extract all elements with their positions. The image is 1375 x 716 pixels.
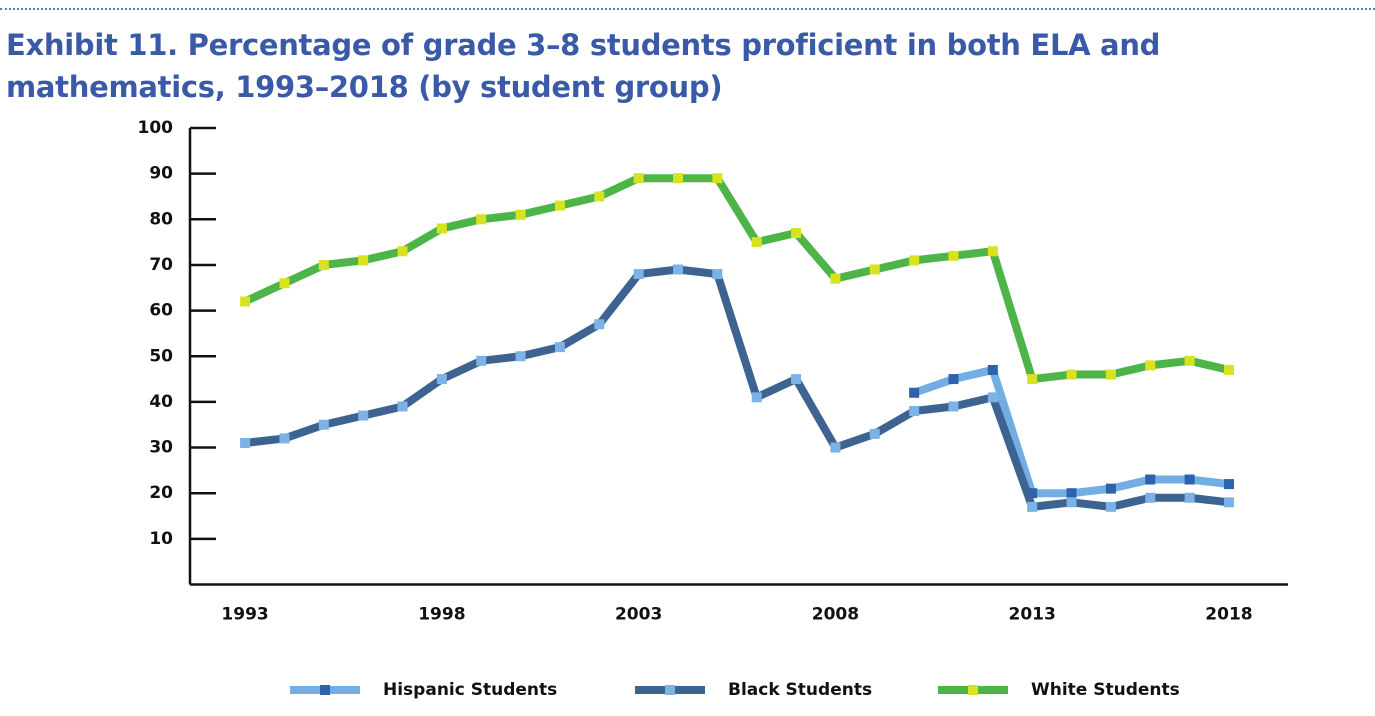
- point-marker: [476, 355, 487, 366]
- y-tick-label: 70: [149, 255, 173, 275]
- point-marker: [869, 428, 880, 439]
- series-line: [912, 365, 1230, 498]
- legend-label: White Students: [1031, 680, 1180, 700]
- point-marker: [279, 433, 290, 444]
- point-marker: [1105, 483, 1116, 494]
- x-tick-label: 1993: [221, 605, 268, 625]
- point-marker: [436, 374, 447, 385]
- y-tick-label: 60: [149, 301, 173, 321]
- x-tick-label: 2013: [1009, 605, 1056, 625]
- point-marker: [751, 237, 762, 248]
- point-marker: [1027, 488, 1038, 499]
- point-marker: [1145, 492, 1156, 503]
- point-marker: [869, 264, 880, 275]
- point-marker: [791, 227, 802, 238]
- point-marker: [1223, 479, 1234, 490]
- point-marker: [830, 442, 841, 453]
- point-marker: [594, 319, 605, 330]
- point-marker: [987, 364, 998, 375]
- point-marker: [1223, 497, 1234, 508]
- series-line: [244, 265, 1230, 511]
- point-marker: [554, 200, 565, 211]
- point-marker: [1145, 474, 1156, 485]
- point-marker: [909, 255, 920, 266]
- point-marker: [1145, 360, 1156, 371]
- point-marker: [240, 437, 251, 448]
- point-marker: [358, 255, 369, 266]
- point-marker: [476, 214, 487, 225]
- point-marker: [397, 246, 408, 257]
- point-marker: [397, 401, 408, 412]
- point-marker: [712, 173, 723, 184]
- point-marker: [1066, 488, 1077, 499]
- y-tick-label: 80: [149, 209, 173, 229]
- point-marker: [948, 250, 959, 261]
- point-marker: [673, 173, 683, 184]
- point-marker: [1066, 497, 1077, 508]
- point-marker: [673, 264, 683, 275]
- series-line: [243, 174, 1230, 384]
- point-marker: [633, 173, 644, 184]
- point-marker: [987, 392, 998, 403]
- y-tick-label: 100: [138, 118, 174, 138]
- point-marker: [279, 278, 290, 289]
- point-marker: [1066, 369, 1077, 380]
- legend-marker: [320, 685, 330, 695]
- point-marker: [909, 406, 920, 417]
- point-marker: [515, 209, 526, 220]
- point-marker: [358, 410, 369, 421]
- point-marker: [318, 419, 329, 430]
- point-marker: [554, 342, 565, 353]
- legend-label: Black Students: [728, 680, 872, 700]
- y-tick-label: 90: [149, 164, 173, 184]
- point-marker: [1184, 474, 1195, 485]
- y-tick-label: 10: [149, 529, 173, 549]
- x-tick-label: 2008: [812, 605, 859, 625]
- point-marker: [240, 296, 251, 307]
- point-marker: [1184, 355, 1195, 366]
- point-marker: [1184, 492, 1195, 503]
- point-marker: [515, 351, 526, 362]
- point-marker: [1223, 364, 1234, 375]
- y-tick-label: 50: [149, 346, 173, 366]
- x-tick-label: 2018: [1205, 605, 1252, 625]
- legend-marker: [968, 685, 978, 695]
- point-marker: [712, 269, 723, 280]
- point-marker: [1027, 501, 1038, 512]
- point-marker: [948, 401, 959, 412]
- y-tick-label: 30: [149, 438, 173, 458]
- point-marker: [1105, 501, 1116, 512]
- point-marker: [318, 259, 329, 270]
- point-marker: [1027, 374, 1038, 385]
- legend-label: Hispanic Students: [383, 680, 557, 700]
- point-marker: [436, 223, 447, 234]
- x-tick-label: 1998: [418, 605, 465, 625]
- point-marker: [830, 273, 841, 284]
- point-marker: [594, 191, 605, 202]
- point-marker: [909, 387, 920, 398]
- point-marker: [751, 392, 762, 403]
- chart-title: Exhibit 11. Percentage of grade 3–8 stud…: [6, 28, 1161, 104]
- point-marker: [948, 374, 959, 385]
- y-tick-label: 20: [149, 483, 173, 503]
- point-marker: [633, 269, 644, 280]
- y-tick-label: 40: [149, 392, 173, 412]
- legend-marker: [665, 685, 675, 695]
- dotted-rule: [0, 8, 1375, 10]
- point-marker: [791, 374, 802, 385]
- x-tick-label: 2003: [615, 605, 662, 625]
- point-marker: [987, 246, 998, 257]
- point-marker: [1105, 369, 1116, 380]
